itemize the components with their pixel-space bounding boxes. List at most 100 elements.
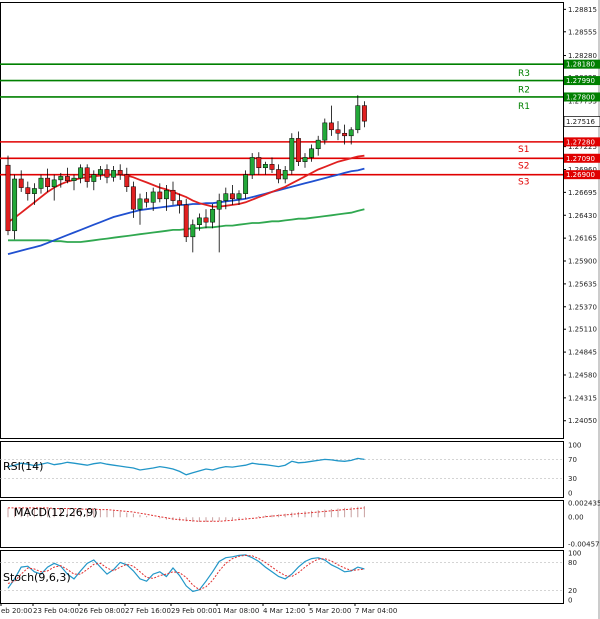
candle-body: [302, 157, 308, 162]
time-tick-label: 26 Feb 08:00: [79, 607, 125, 615]
price-tick-label: 1.26695: [568, 189, 597, 197]
level-name-r3: R3: [518, 69, 530, 79]
candle-body: [309, 148, 315, 158]
level-name-r1: R1: [518, 102, 530, 112]
candle-body: [322, 122, 328, 141]
price-tick-label: 1.24050: [568, 417, 597, 425]
candle-body: [348, 129, 354, 137]
candle-body: [328, 122, 334, 131]
price-axis: 1.288151.285551.282801.280251.277531.272…: [563, 6, 600, 425]
candle-body: [289, 138, 295, 171]
level-price-tag-label: 1.26900: [566, 171, 595, 179]
candle-body: [210, 208, 216, 223]
stoch-tick-label: 100: [568, 550, 581, 558]
candle-body: [177, 200, 183, 206]
candle-body: [269, 164, 275, 170]
candle-body: [315, 139, 321, 150]
price-tick-label: 1.25635: [568, 280, 597, 288]
candle-body: [342, 132, 348, 137]
candle-body: [203, 217, 209, 223]
candle-body: [243, 174, 249, 194]
pane-border: [0, 2, 564, 439]
price-tick-label: 1.24315: [568, 394, 597, 402]
stoch-title: Stoch(9,6,3): [3, 571, 71, 584]
level-price-tag: [564, 153, 600, 163]
candle-body: [295, 138, 301, 162]
candle-body: [249, 157, 255, 175]
macd-tick-label: 0.002435: [568, 500, 600, 508]
price-tick-label: 1.26430: [568, 212, 597, 220]
candle-body: [58, 176, 64, 181]
rsi-pane[interactable]: RSI(14) 100 70 30 0: [0, 442, 581, 498]
candle-body: [223, 193, 229, 201]
candle-body: [91, 174, 97, 182]
level-price-tag: [564, 170, 600, 180]
stoch-tick-label: 20: [568, 587, 577, 595]
macd-tick-label: 0.00: [568, 514, 584, 522]
candle-body: [236, 193, 242, 200]
price-pane[interactable]: R3 R2 R1 S1 S2 S3: [0, 63, 563, 255]
candle-body: [45, 177, 51, 188]
candle-body: [18, 178, 24, 188]
rsi-tick-label: 30: [568, 475, 577, 483]
level-name-r2: R2: [518, 86, 530, 96]
candle-body: [163, 189, 169, 200]
current-price-label: 1.27516: [566, 118, 595, 126]
candle-body: [216, 200, 222, 210]
candle-body: [38, 177, 44, 189]
candle-body: [150, 191, 156, 203]
rsi-title: RSI(14): [3, 460, 43, 473]
price-tick-label: 1.28555: [568, 28, 597, 36]
candle-body: [111, 170, 117, 178]
stoch-tick-label: 80: [568, 559, 577, 567]
candle-body: [262, 164, 268, 169]
pane-border: [0, 500, 564, 548]
current-price-tag: [563, 116, 600, 127]
level-price-tag: [564, 137, 600, 147]
candle-body: [144, 198, 150, 203]
price-tick-label: 1.27225: [568, 143, 597, 151]
rsi-tick-label: 100: [568, 442, 581, 450]
macd-pane[interactable]: MACD(12,26,9) 0.002435 0.00 -0.004571: [7, 500, 600, 549]
level-price-tag: [564, 76, 600, 86]
candle-body: [196, 217, 202, 225]
candle-body: [78, 167, 84, 179]
candle-body: [276, 169, 282, 180]
rsi-tick-label: 0: [568, 490, 572, 498]
candle-body: [124, 174, 130, 188]
price-tick-label: 1.28280: [568, 52, 597, 60]
time-tick-label: 29 Feb 00:00: [171, 607, 217, 615]
candle-body: [282, 170, 288, 180]
price-tick-label: 1.25900: [568, 258, 597, 266]
candle-body: [51, 179, 57, 188]
macd-tick-label: -0.004571: [568, 541, 600, 549]
time-tick-label: eb 20:00: [1, 607, 32, 615]
time-tick-label: 4 Mar 12:00: [263, 607, 305, 615]
candle-body: [97, 169, 103, 175]
level-name-s1: S1: [518, 145, 529, 155]
level-price-tag-label: 1.27800: [566, 93, 595, 101]
candle-body: [12, 178, 18, 232]
time-axis: eb 20:00 23 Feb 04:00 26 Feb 08:00 27 Feb 1…: [0, 603, 397, 615]
stoch-tick-label: 0: [568, 597, 572, 605]
level-price-tag-label: 1.27090: [566, 155, 595, 163]
candle-body: [31, 188, 37, 194]
candle-body: [84, 167, 90, 182]
time-tick-label: 1 Mar 08:00: [217, 607, 259, 615]
rsi-line: [7, 457, 365, 476]
price-tick-label: 1.25370: [568, 303, 597, 311]
time-tick-label: 23 Feb 04:00: [33, 607, 79, 615]
time-tick-label: 27 Feb 16:00: [125, 607, 171, 615]
candle-body: [256, 157, 262, 169]
candle-body: [130, 186, 136, 210]
candle-body: [183, 204, 189, 238]
stoch-d-line: [7, 554, 365, 591]
candle-body: [190, 224, 196, 238]
price-tick-label: 1.26960: [568, 166, 597, 174]
candle-body: [157, 191, 163, 200]
candle-body: [71, 177, 77, 181]
time-tick-label: 5 Mar 20:00: [309, 607, 351, 615]
